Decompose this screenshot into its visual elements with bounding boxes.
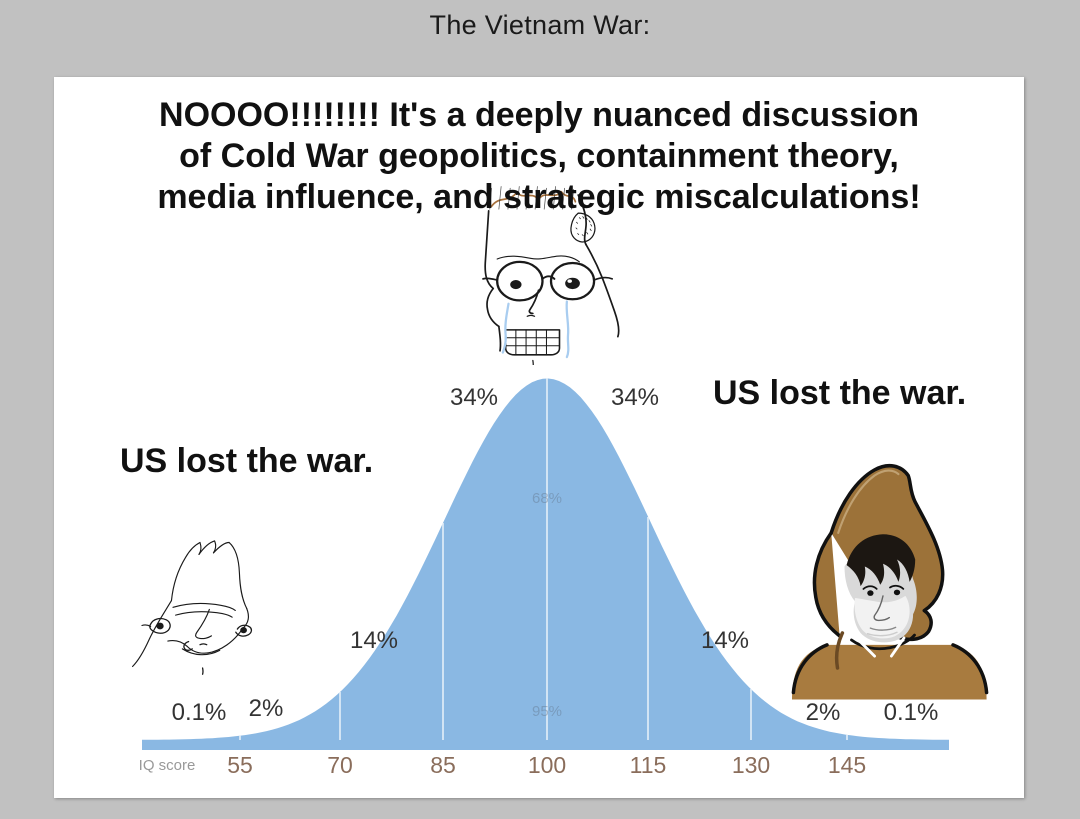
svg-text:68%: 68% [532,490,562,507]
svg-text:145: 145 [828,752,866,778]
svg-text:85: 85 [430,752,456,778]
svg-text:34%: 34% [611,384,659,411]
svg-text:70: 70 [327,752,353,778]
svg-text:IQ score: IQ score [139,757,196,774]
svg-text:2%: 2% [249,695,284,722]
svg-text:95%: 95% [532,703,562,720]
svg-text:130: 130 [732,752,770,778]
svg-text:115: 115 [630,752,667,778]
svg-text:100: 100 [528,752,566,778]
svg-text:55: 55 [227,752,253,778]
svg-text:0.1%: 0.1% [172,699,227,726]
svg-text:34%: 34% [450,384,498,411]
svg-text:14%: 14% [701,627,749,654]
svg-text:14%: 14% [350,627,398,654]
